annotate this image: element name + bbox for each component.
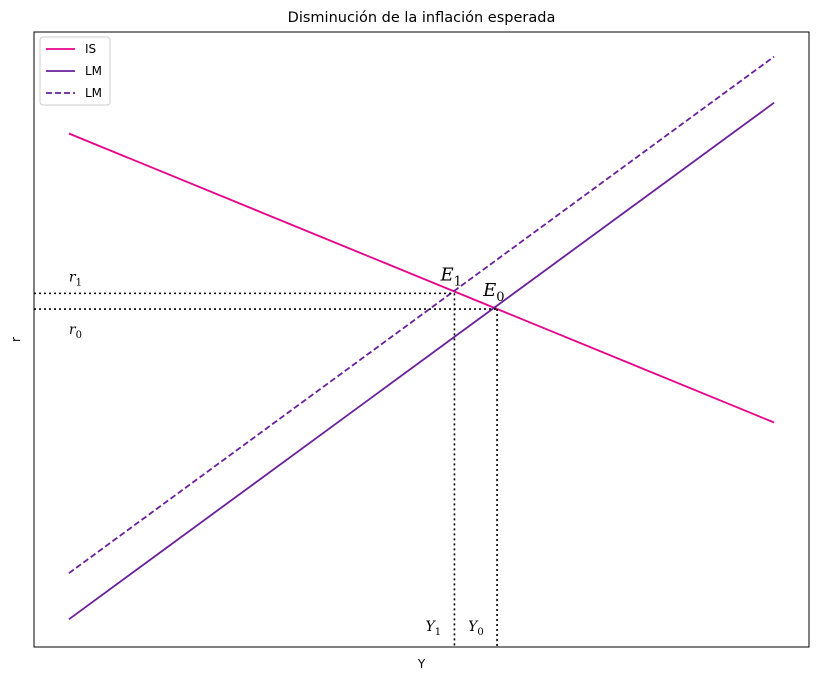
is-curve xyxy=(68,132,775,424)
legend-label-is: IS xyxy=(85,42,96,56)
legend: IS LM LM xyxy=(39,36,111,106)
label-y1: Y1 xyxy=(425,619,441,638)
y-axis-label: r xyxy=(9,337,23,342)
guides-layer xyxy=(34,292,498,647)
legend-label-lm: LM xyxy=(85,64,102,78)
shifted-lm-curve xyxy=(68,55,775,574)
label-r1: r1 xyxy=(69,269,82,288)
annotations-layer: r1 r0 Y1 Y0 E0 E1 xyxy=(69,264,505,638)
plot-frame xyxy=(33,31,810,648)
label-e0: E0 xyxy=(482,280,504,305)
x-axis-label: Y xyxy=(417,657,426,671)
chart-title: Disminución de la inflación esperada xyxy=(288,10,556,26)
lm-curve xyxy=(68,101,775,621)
label-y0: Y0 xyxy=(468,619,484,638)
lines-layer xyxy=(68,55,775,621)
legend-label-lm-shifted: LM xyxy=(85,86,102,100)
label-r0: r0 xyxy=(69,322,82,341)
label-e1: E1 xyxy=(439,264,461,289)
